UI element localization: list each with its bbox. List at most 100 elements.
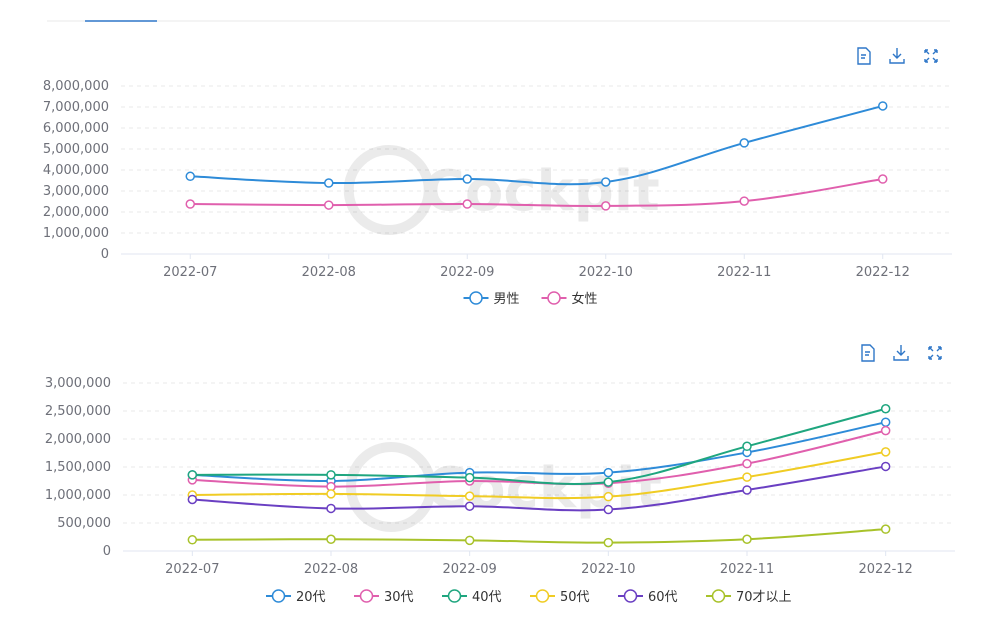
y-tick-label: 0	[103, 544, 111, 559]
legend-circle-icon	[547, 291, 561, 305]
legend-item[interactable]: 20代	[266, 589, 326, 605]
data-point[interactable]	[462, 199, 472, 209]
data-point[interactable]	[187, 494, 198, 505]
line-chart-2: 0 500,000 1,000,000 1,500,000 2,000,000 2,500…	[45, 344, 955, 605]
data-point[interactable]	[324, 200, 334, 210]
legend-item[interactable]: 女性	[541, 291, 598, 307]
y-tick-label: 2,000,000	[45, 432, 111, 447]
data-point[interactable]	[326, 470, 336, 480]
series-40代	[187, 404, 891, 487]
series-line	[192, 528, 886, 544]
x-tick-label: 2022-12	[856, 265, 910, 280]
legend-label: 50代	[560, 590, 590, 605]
y-tick-label: 1,000,000	[43, 226, 109, 241]
data-point[interactable]	[185, 199, 195, 209]
x-tick-label: 2022-07	[165, 562, 219, 577]
data-point[interactable]	[742, 458, 752, 469]
svg-text:Cockpit: Cockpit	[424, 159, 660, 224]
legend-item[interactable]: 60代	[618, 589, 678, 605]
series-line	[192, 450, 886, 500]
data-point[interactable]	[185, 171, 195, 182]
y-tick-label: 1,500,000	[45, 460, 111, 475]
y-tick-label: 0	[101, 247, 109, 262]
data-point[interactable]	[880, 425, 891, 436]
data-view-icon[interactable]	[861, 344, 875, 362]
y-tick-label: 1,000,000	[45, 488, 111, 503]
data-point[interactable]	[464, 535, 475, 546]
watermark-logo: Cockpit	[343, 145, 660, 235]
data-point[interactable]	[324, 178, 334, 188]
data-point[interactable]	[742, 485, 752, 495]
fullscreen-icon[interactable]	[928, 346, 942, 360]
data-point[interactable]	[462, 174, 472, 184]
data-point[interactable]	[603, 467, 614, 478]
data-point[interactable]	[880, 461, 891, 472]
download-icon[interactable]	[889, 48, 905, 64]
legend: 男性 女性	[463, 291, 598, 307]
data-point[interactable]	[464, 472, 475, 483]
y-tick-label: 2,500,000	[45, 404, 111, 419]
legend-item[interactable]: 70才以上	[706, 589, 792, 605]
data-point[interactable]	[464, 501, 475, 511]
x-tick-label: 2022-08	[302, 265, 356, 280]
series-line	[192, 407, 886, 485]
svg-text:Cockpit: Cockpit	[426, 456, 662, 521]
data-point[interactable]	[878, 174, 888, 184]
data-point[interactable]	[326, 534, 336, 544]
y-tick-label: 500,000	[57, 516, 111, 531]
legend-item[interactable]: 50代	[530, 589, 590, 605]
data-point[interactable]	[603, 491, 614, 502]
data-point[interactable]	[603, 477, 614, 487]
legend-circle-icon	[469, 291, 483, 305]
legend-label: 30代	[384, 590, 414, 605]
series-line	[190, 178, 883, 207]
data-point[interactable]	[326, 503, 336, 514]
y-tick-label: 3,000,000	[45, 376, 111, 391]
legend-item[interactable]: 40代	[442, 589, 502, 605]
watermark-logo: Cockpit	[346, 442, 662, 532]
fullscreen-icon[interactable]	[924, 49, 938, 63]
data-point[interactable]	[742, 534, 752, 544]
x-tick-label: 2022-11	[720, 562, 774, 577]
data-point[interactable]	[187, 535, 198, 545]
data-point[interactable]	[880, 404, 891, 414]
line-chart-1: 0 1,000,000 2,000,000 3,000,000 4,000,000 5,0…	[43, 47, 952, 307]
data-point[interactable]	[739, 138, 749, 148]
data-point[interactable]	[603, 504, 614, 515]
data-point[interactable]	[464, 491, 475, 501]
data-point[interactable]	[878, 101, 888, 111]
legend-label: 男性	[494, 292, 520, 307]
data-point[interactable]	[601, 177, 611, 187]
data-point[interactable]	[742, 472, 752, 482]
data-point[interactable]	[742, 441, 752, 452]
legend-circle-icon	[623, 589, 638, 603]
x-tick-label: 2022-09	[443, 562, 497, 577]
series-line	[190, 104, 884, 186]
data-view-icon[interactable]	[857, 47, 871, 65]
data-point[interactable]	[880, 447, 891, 457]
y-tick-label: 8,000,000	[43, 79, 109, 94]
data-point[interactable]	[880, 417, 891, 427]
download-icon[interactable]	[893, 345, 909, 361]
y-tick-label: 5,000,000	[43, 142, 109, 157]
data-point[interactable]	[601, 201, 611, 211]
data-point[interactable]	[880, 524, 891, 534]
series-女性	[185, 174, 888, 211]
x-tick-label: 2022-10	[579, 265, 633, 280]
y-tick-label: 2,000,000	[43, 205, 109, 220]
x-tick-label: 2022-07	[163, 265, 217, 280]
data-point[interactable]	[326, 489, 336, 499]
data-point[interactable]	[603, 537, 614, 548]
x-tick-label: 2022-11	[717, 265, 771, 280]
legend-item[interactable]: 男性	[463, 291, 520, 307]
legend-item[interactable]: 30代	[354, 589, 414, 605]
data-point[interactable]	[187, 470, 198, 480]
series-男性	[185, 101, 888, 188]
data-point[interactable]	[739, 196, 749, 206]
series-line	[192, 465, 886, 512]
legend-label: 70才以上	[736, 590, 792, 605]
x-tick-label: 2022-08	[304, 562, 358, 577]
legend-circle-icon	[711, 589, 726, 603]
